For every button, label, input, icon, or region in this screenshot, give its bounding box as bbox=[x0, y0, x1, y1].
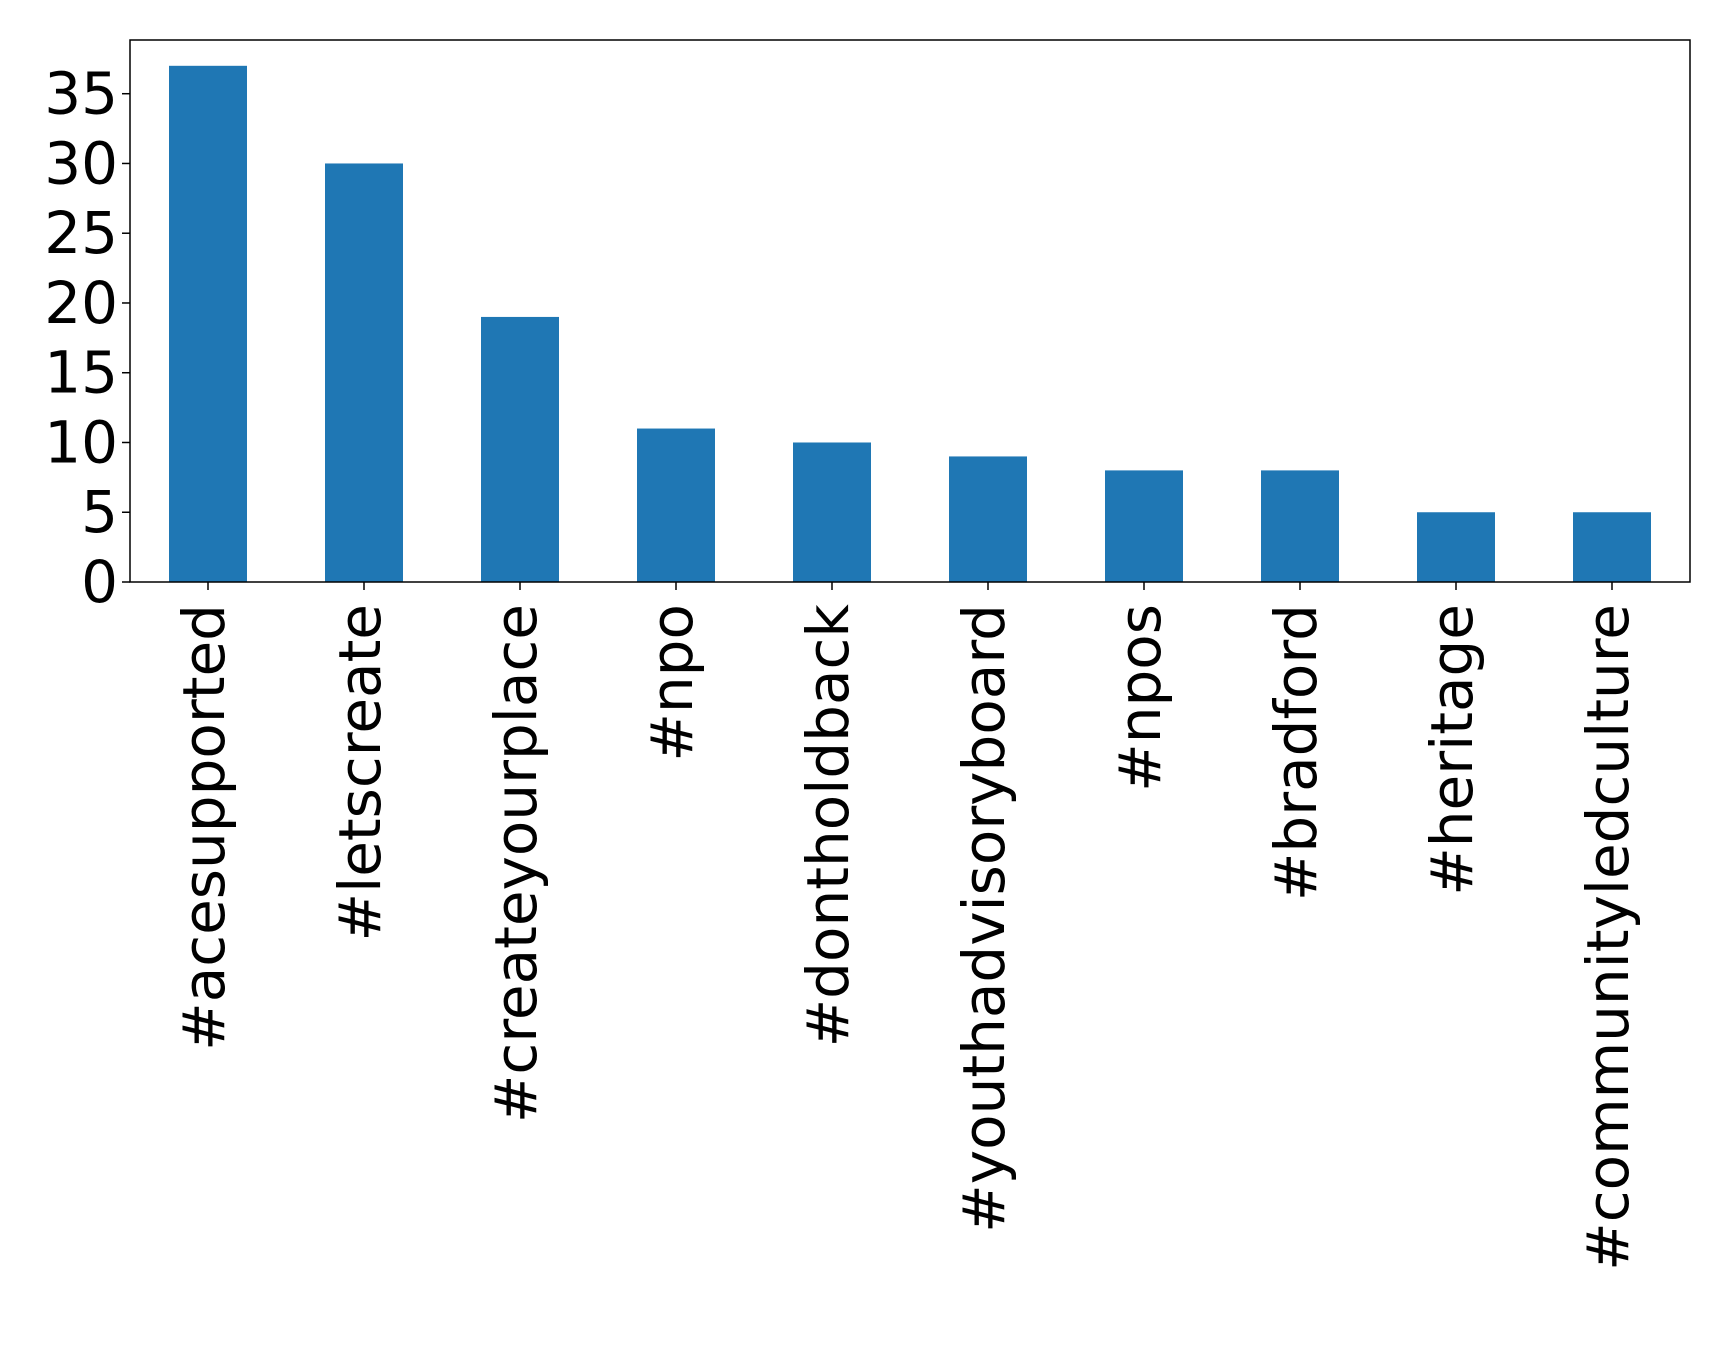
bar bbox=[1573, 512, 1651, 582]
bar bbox=[949, 456, 1027, 582]
bar bbox=[637, 428, 715, 582]
bar bbox=[169, 65, 247, 583]
y-tick-label: 10 bbox=[44, 408, 118, 476]
x-tick-label: #createyourplace bbox=[482, 604, 550, 1123]
bar bbox=[1417, 512, 1495, 582]
bar bbox=[481, 316, 559, 582]
x-tick-label: #letscreate bbox=[326, 604, 394, 941]
bars-group bbox=[169, 65, 1651, 583]
y-tick-label: 5 bbox=[81, 478, 118, 546]
x-ticks-group: #acesupported #letscreate #createyourplace… bbox=[170, 582, 1642, 1271]
y-tick-label: 20 bbox=[44, 269, 118, 337]
y-tick-label: 25 bbox=[44, 199, 118, 267]
bar bbox=[793, 442, 871, 582]
x-tick-label: #dontholdback bbox=[794, 604, 862, 1048]
bar bbox=[1105, 470, 1183, 582]
y-tick-label: 15 bbox=[44, 339, 118, 407]
x-tick-label: #bradford bbox=[1262, 604, 1330, 901]
x-tick-label: #npos bbox=[1106, 604, 1174, 792]
x-tick-label: #acesupported bbox=[170, 604, 238, 1051]
y-tick-label: 0 bbox=[81, 548, 118, 616]
x-tick-label: #heritage bbox=[1418, 604, 1486, 896]
bar bbox=[1261, 470, 1339, 582]
plot-area-frame bbox=[129, 39, 1691, 583]
x-tick-label: #communityledculture bbox=[1574, 604, 1642, 1271]
bar bbox=[325, 163, 403, 583]
y-tick-label: 30 bbox=[44, 129, 118, 197]
x-tick-label: #youthadvisoryboard bbox=[950, 604, 1018, 1233]
x-tick-label: #npo bbox=[638, 604, 706, 762]
y-tick-label: 35 bbox=[44, 60, 118, 128]
